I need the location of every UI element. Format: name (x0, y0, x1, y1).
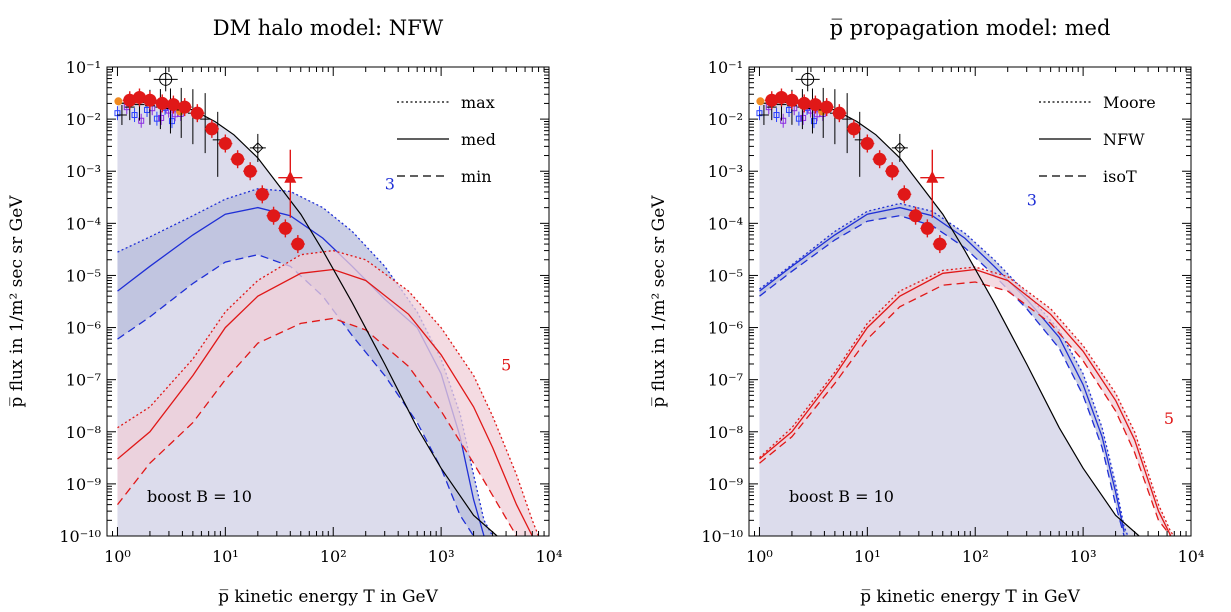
y-tick-label: 10⁻⁷ (708, 371, 743, 390)
y-tick-label: 10⁻³ (66, 162, 101, 181)
y-tick-label: 10⁻⁸ (708, 423, 743, 442)
series-5-med-line (759, 268, 1172, 536)
data-marker-red-triangle (926, 170, 939, 183)
legend-label: min (461, 167, 492, 186)
x-tick-label: 10² (962, 547, 989, 566)
data-marker-red-circle (255, 187, 269, 201)
data-marker-red-circle (231, 152, 245, 166)
legend-label: Moore (1103, 93, 1156, 112)
y-tick-label: 10⁻⁹ (708, 475, 744, 494)
y-tick-label: 10⁻² (66, 110, 101, 129)
data-marker-red-circle (166, 98, 180, 112)
series-label-5: 5 (501, 355, 511, 374)
data-marker-red-circle (860, 137, 874, 151)
boost-annotation: boost B = 10 (147, 487, 252, 506)
data-marker-red-circle (267, 209, 281, 223)
legend-label: max (461, 93, 495, 112)
y-tick-label: 10⁻² (708, 110, 743, 129)
legend-label: isoT (1103, 167, 1137, 186)
x-axis-label: p̅ kinetic energy T in GeV (860, 587, 1080, 607)
y-tick-label: 10⁻⁶ (66, 319, 101, 338)
data-marker-red-circle (847, 122, 861, 136)
background-area (759, 102, 1140, 536)
y-tick-label: 10⁻⁴ (708, 214, 743, 233)
x-tick-label: 10² (320, 547, 347, 566)
plot-area (756, 67, 1175, 536)
data-marker-red-circle (885, 164, 899, 178)
boost-annotation: boost B = 10 (789, 487, 894, 506)
y-tick-label: 10⁻⁸ (66, 423, 101, 442)
chart-title: p̅ propagation model: med (830, 16, 1111, 40)
data-marker-red-triangle (284, 170, 297, 183)
y-tick-label: 10⁻⁶ (708, 319, 743, 338)
series-5-max-line (117, 249, 540, 536)
y-tick-label: 10⁻⁵ (708, 266, 743, 285)
series-label-5: 5 (1164, 409, 1174, 428)
x-axis-label: p̅ kinetic energy T in GeV (218, 587, 438, 607)
series-5-band (117, 250, 539, 536)
data-marker-red-circle (808, 98, 822, 112)
data-marker-red-circle (155, 96, 169, 110)
y-tick-label: 10⁻⁹ (66, 475, 102, 494)
data-marker-red-circle (774, 90, 788, 104)
x-tick-label: 10¹ (212, 547, 239, 566)
y-axis-label: p̅ flux in 1/m² sec sr GeV (649, 195, 669, 408)
plot-area (114, 67, 540, 536)
data-marker-red-circle (897, 187, 911, 201)
series-5-min-line (116, 317, 518, 536)
series-label-3: 3 (1027, 190, 1037, 209)
legend-label: med (461, 130, 496, 149)
data-marker-red-circle (178, 100, 192, 114)
series-3-min-line (117, 254, 475, 536)
data-marker-red-circle (873, 152, 887, 166)
y-tick-label: 10⁻³ (708, 162, 743, 181)
data-marker-red-circle (909, 209, 923, 223)
data-marker-orange (114, 97, 123, 106)
series-5-med-line (117, 268, 533, 536)
chart-panel-1: 10⁰ 10¹ 10² 10³ 10⁴ 10⁻¹⁰ 10⁻⁹ 10⁻⁸ 10⁻⁷ 10⁻⁶ 10⁻⁵… (7, 16, 562, 607)
x-tick-label: 10³ (1070, 547, 1097, 566)
data-marker-red-circle (820, 100, 834, 114)
y-tick-label: 10⁻⁷ (66, 371, 101, 390)
y-tick-label: 10⁻⁵ (66, 266, 101, 285)
data-marker-red-circle (920, 221, 934, 235)
data-marker-red-circle (132, 90, 146, 104)
y-tick-label: 10⁻¹⁰ (701, 527, 743, 546)
x-tick-label: 10⁴ (536, 547, 563, 566)
data-marker-red-circle (291, 237, 305, 251)
data-marker-red-circle (933, 237, 947, 251)
data-marker-red-circle (278, 221, 292, 235)
x-tick-label: 10³ (428, 547, 455, 566)
y-tick-label: 10⁻¹ (708, 58, 743, 77)
x-tick-label: 10⁰ (746, 547, 773, 566)
series-3-max-line (117, 188, 494, 536)
x-tick-label: 10⁴ (1178, 547, 1205, 566)
data-marker-red-circle (832, 106, 846, 120)
chart-title: DM halo model: NFW (213, 16, 444, 40)
data-marker-red-circle (797, 96, 811, 110)
data-marker-orange (756, 97, 765, 106)
data-marker-red-circle (785, 93, 799, 107)
y-tick-label: 10⁻¹ (66, 58, 101, 77)
series-label-3: 3 (385, 174, 395, 193)
legend-label: NFW (1103, 130, 1145, 149)
series-3-med-line (759, 206, 1125, 533)
series-5-min-line (759, 281, 1172, 536)
y-tick-label: 10⁻⁴ (66, 214, 101, 233)
data-marker-red-circle (218, 137, 232, 151)
series-3-min-line (759, 215, 1125, 536)
data-marker-red-circle (190, 106, 204, 120)
x-tick-label: 10⁰ (104, 547, 131, 566)
y-tick-label: 10⁻¹⁰ (59, 527, 101, 546)
data-marker-red-circle (205, 122, 219, 136)
chart-panel-2: 10⁰ 10¹ 10² 10³ 10⁴ 10⁻¹⁰ 10⁻⁹ 10⁻⁸ 10⁻⁷ 10⁻⁶ 10⁻⁵… (649, 16, 1204, 607)
data-marker-red-circle (243, 164, 257, 178)
data-marker-red-circle (143, 93, 157, 107)
y-axis-label: p̅ flux in 1/m² sec sr GeV (7, 195, 27, 408)
x-tick-label: 10¹ (854, 547, 881, 566)
